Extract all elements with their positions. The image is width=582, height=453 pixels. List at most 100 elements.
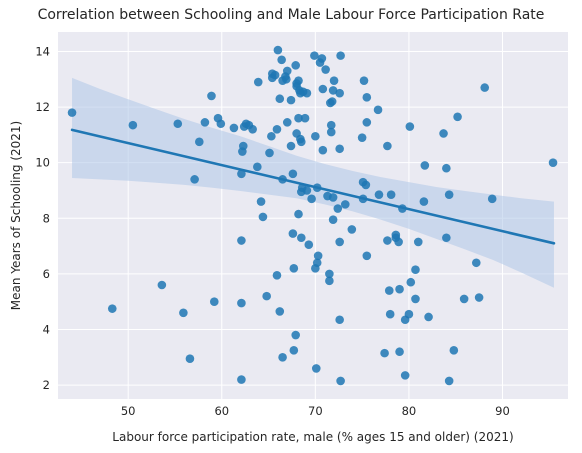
data-point-85 [318, 84, 328, 94]
data-point-99 [335, 88, 344, 98]
data-point-147 [459, 294, 469, 304]
data-point-0 [67, 108, 77, 117]
data-point-84 [318, 145, 328, 155]
data-point-144 [444, 376, 454, 386]
confidence-band [72, 77, 554, 288]
data-point-89 [325, 276, 334, 286]
data-point-2 [128, 120, 138, 130]
data-point-71 [302, 88, 312, 98]
y-axis-label: Mean Years of Schooling (2021) [9, 121, 23, 310]
data-point-17 [237, 298, 246, 308]
data-point-76 [311, 131, 320, 141]
tick-labels: 50 60 70 80 90 2 4 6 8 10 12 14 [35, 44, 509, 418]
data-point-83 [317, 54, 327, 63]
x-tick-label-3: 80 [402, 404, 417, 418]
data-point-59 [294, 76, 303, 85]
data-point-52 [289, 264, 299, 273]
y-tick-label-2: 6 [43, 267, 50, 281]
data-point-54 [291, 330, 300, 340]
data-point-14 [229, 123, 239, 133]
data-point-110 [359, 76, 369, 85]
data-point-93 [327, 97, 337, 106]
data-point-107 [357, 133, 367, 142]
y-tick-label-6: 14 [35, 44, 50, 58]
data-point-74 [307, 194, 316, 204]
data-point-53 [289, 346, 299, 355]
data-point-96 [328, 215, 338, 224]
data-point-61 [294, 209, 303, 219]
data-point-15 [237, 169, 246, 179]
data-point-28 [258, 212, 268, 222]
data-point-134 [411, 265, 420, 275]
data-point-1 [107, 304, 117, 313]
data-point-55 [291, 61, 300, 70]
data-point-127 [395, 347, 404, 357]
data-point-125 [394, 237, 403, 247]
data-point-121 [385, 309, 395, 319]
data-point-88 [325, 269, 334, 279]
data-point-75 [310, 51, 319, 60]
data-point-101 [335, 237, 344, 247]
data-point-122 [386, 190, 396, 199]
regression-line-group [70, 128, 556, 245]
data-point-79 [312, 258, 322, 268]
data-point-113 [362, 251, 372, 261]
data-point-65 [297, 137, 306, 147]
data-point-145 [449, 346, 459, 355]
confidence-band-area [72, 77, 554, 288]
data-point-20 [238, 141, 248, 151]
data-point-105 [340, 200, 350, 209]
data-point-29 [262, 291, 271, 301]
data-point-46 [282, 66, 292, 76]
data-point-73 [304, 240, 314, 249]
data-point-151 [487, 194, 497, 204]
data-point-60 [294, 113, 303, 123]
data-point-103 [336, 376, 345, 386]
regression-line [70, 128, 556, 245]
y-tick-label-1: 4 [43, 322, 50, 336]
data-points [67, 45, 558, 386]
data-point-86 [321, 65, 330, 74]
data-point-117 [380, 348, 389, 358]
data-point-136 [413, 237, 423, 247]
data-point-36 [272, 270, 282, 280]
y-tick-label-0: 2 [43, 378, 50, 392]
data-point-133 [406, 277, 416, 287]
data-point-146 [453, 112, 462, 122]
data-point-18 [237, 375, 246, 384]
data-point-27 [256, 197, 266, 206]
data-point-140 [439, 129, 448, 138]
x-tick-label-4: 90 [495, 404, 510, 418]
data-point-47 [282, 118, 292, 127]
data-point-112 [362, 93, 372, 102]
data-point-130 [400, 371, 410, 380]
data-point-135 [411, 294, 420, 304]
data-point-120 [384, 286, 394, 295]
data-point-114 [362, 118, 372, 127]
data-point-150 [480, 83, 490, 92]
data-point-45 [282, 74, 291, 84]
data-point-25 [253, 162, 262, 172]
data-point-4 [173, 119, 183, 129]
data-point-152 [548, 158, 558, 167]
y-tick-label-4: 10 [35, 156, 50, 170]
data-point-67 [297, 233, 306, 243]
data-point-115 [373, 105, 383, 115]
data-point-119 [383, 236, 392, 245]
x-tick-label-2: 70 [308, 404, 323, 418]
data-point-106 [347, 225, 357, 234]
x-tick-label-0: 50 [121, 404, 136, 418]
data-point-104 [336, 51, 345, 60]
data-point-10 [207, 91, 216, 101]
data-point-94 [328, 86, 338, 95]
data-point-116 [374, 190, 384, 199]
data-point-118 [383, 141, 392, 151]
data-point-126 [395, 284, 404, 294]
data-point-98 [333, 204, 343, 213]
data-point-38 [275, 307, 285, 316]
data-point-81 [313, 251, 323, 261]
data-point-5 [179, 308, 188, 318]
y-tick-label-5: 12 [35, 100, 50, 114]
